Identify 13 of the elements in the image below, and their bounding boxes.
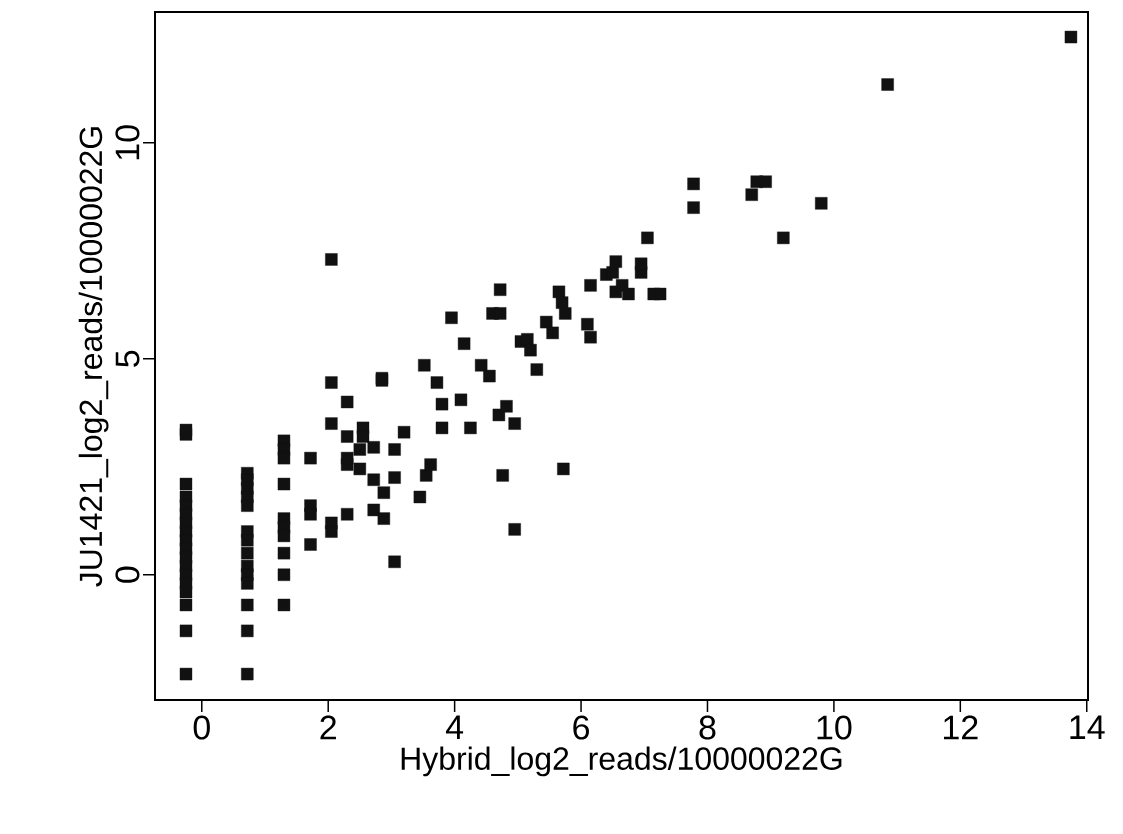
- x-tick-label: 0: [193, 715, 210, 740]
- x-tick-label: 12: [944, 715, 978, 740]
- y-axis-title: JU1421_log2_reads/10000022G: [78, 127, 109, 587]
- y-tick-label: 5: [115, 350, 140, 367]
- y-tick-label: 10: [115, 125, 140, 160]
- x-axis-title: Hybrid_log2_reads/10000022G: [401, 746, 842, 777]
- x-tick-label: 4: [445, 715, 464, 739]
- y-tick-label: 0: [115, 566, 140, 583]
- x-tick-label: 6: [573, 715, 590, 740]
- x-tick-label: 8: [699, 715, 716, 740]
- x-tick-label: 2: [320, 715, 336, 740]
- x-tick-label: 14: [1070, 715, 1105, 739]
- x-tick-label: 10: [817, 715, 852, 740]
